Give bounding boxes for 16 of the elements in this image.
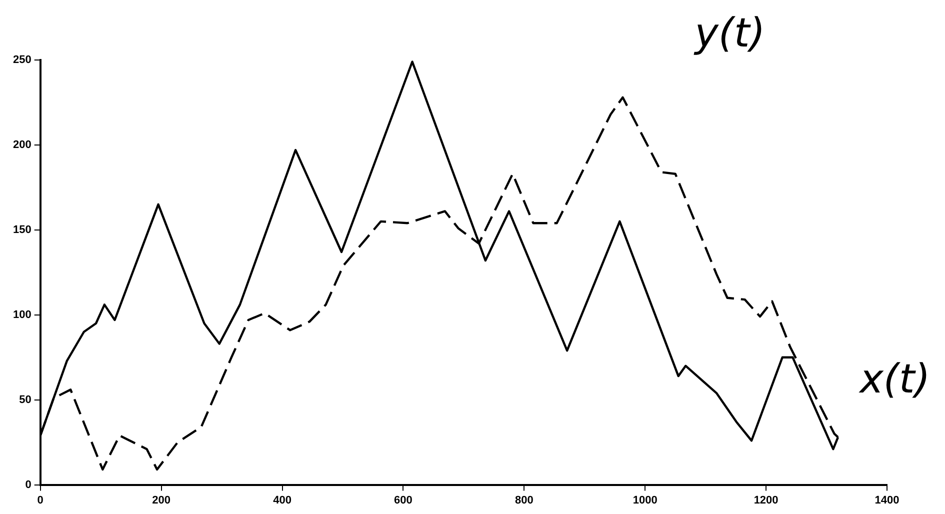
series-label: x(t) bbox=[858, 356, 930, 402]
x-tick-label: 800 bbox=[514, 494, 534, 506]
y-tick-label: 200 bbox=[12, 138, 32, 151]
y-tick-label: 100 bbox=[12, 308, 32, 321]
y-tick-label: 0 bbox=[25, 478, 32, 491]
y-tick-label: 250 bbox=[12, 54, 32, 66]
x-tick-label: 1000 bbox=[632, 494, 658, 506]
x-tick-label: 200 bbox=[152, 494, 170, 506]
y-tick-label: 150 bbox=[12, 224, 32, 236]
x-tick-label: 400 bbox=[273, 494, 292, 506]
x-tick-label: 1200 bbox=[754, 494, 778, 506]
x-tick-label: 1400 bbox=[874, 494, 900, 506]
y-tick-label: 50 bbox=[19, 394, 32, 406]
text: y(t) bbox=[694, 10, 766, 56]
x-tick-label: 600 bbox=[394, 494, 412, 506]
x-tick-label: 0 bbox=[37, 494, 44, 506]
